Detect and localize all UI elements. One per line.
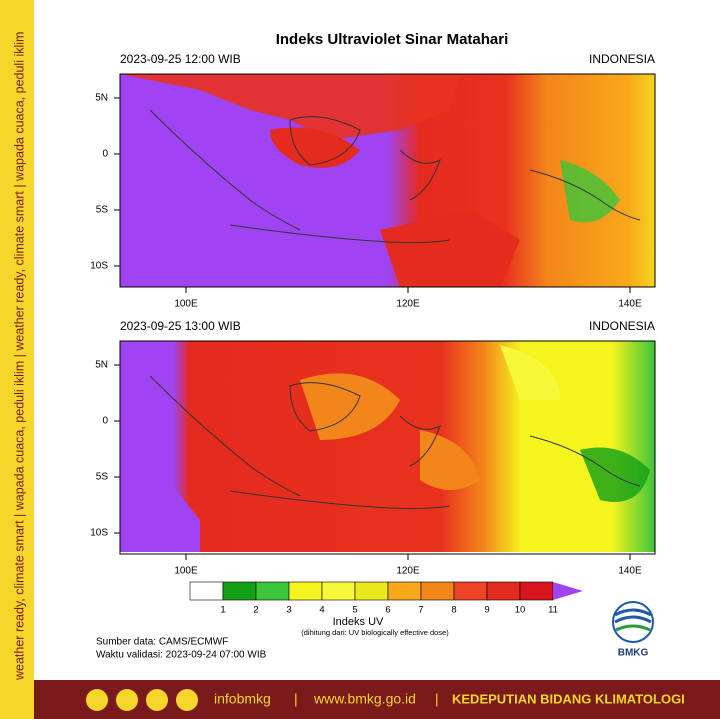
colorbar-tick-label: 6 — [385, 605, 390, 616]
colorbar-box — [189, 581, 224, 601]
colorbar-box — [255, 581, 290, 601]
colorbar-tick-label: 1 — [220, 605, 225, 616]
source: Sumber data: CAMS/ECMWF — [96, 637, 228, 648]
side-strip — [0, 0, 34, 719]
lat-label: 5N — [95, 360, 108, 371]
colorbar-box — [354, 581, 389, 601]
colorbar-tick-label: 8 — [451, 605, 456, 616]
colorbar-tick-label: 9 — [484, 605, 489, 616]
lat-label: 10S — [90, 528, 108, 539]
lat-label: 10S — [90, 261, 108, 272]
map-frame — [119, 340, 656, 555]
footer-website: www.bmkg.go.id — [313, 691, 416, 707]
colorbar-label: Indeks UV — [333, 616, 384, 628]
lat-label: 5N — [95, 93, 108, 104]
lon-label: 100E — [174, 299, 198, 310]
colorbar-tick-label: 11 — [548, 605, 558, 616]
colorbar-tick-label: 3 — [286, 605, 291, 616]
colorbar-box — [321, 581, 356, 601]
colorbar-tick-label: 2 — [253, 605, 258, 616]
map-image — [120, 341, 655, 552]
footer-separator: | — [294, 691, 298, 707]
colorbar-box — [453, 581, 488, 601]
lat-label: 5S — [96, 472, 109, 483]
colorbar-tick-label: 4 — [319, 605, 324, 616]
logo: BMKG — [612, 601, 654, 659]
colorbar-box — [387, 581, 422, 601]
map-image — [120, 74, 655, 287]
side-text: weather ready, climate smart | wapada cu… — [12, 32, 26, 681]
map-frame — [119, 73, 656, 288]
lon-label: 120E — [396, 299, 420, 310]
lat-label: 5S — [96, 205, 109, 216]
colorbar-tick-label: 5 — [352, 605, 357, 616]
colorbar-box — [519, 581, 554, 601]
lat-label: 0 — [102, 416, 108, 427]
lon-label: 140E — [618, 566, 642, 577]
panel-datetime: 2023-09-25 12:00 WIB — [120, 52, 241, 66]
colorbar-box — [486, 581, 521, 601]
social-icons — [86, 689, 198, 711]
colorbar-box — [288, 581, 323, 601]
colorbar-box — [420, 581, 455, 601]
colorbar-note: (dihitung dari: UV biologically effectiv… — [301, 628, 449, 637]
panel-datetime: 2023-09-25 13:00 WIB — [120, 319, 241, 333]
lon-label: 100E — [174, 566, 198, 577]
colorbar-box — [222, 581, 257, 601]
panel-region: INDONESIA — [589, 319, 655, 333]
validity: Waktu validasi: 2023-09-24 07:00 WIB — [96, 650, 267, 661]
footer-department: KEDEPUTIAN BIDANG KLIMATOLOGI — [452, 691, 685, 706]
lon-label: 140E — [618, 299, 642, 310]
lon-label: 120E — [396, 566, 420, 577]
logo-text: BMKG — [618, 648, 649, 659]
colorbar-tick-label: 7 — [418, 605, 423, 616]
colorbar-tick-label: 10 — [515, 605, 526, 616]
panel-region: INDONESIA — [589, 52, 655, 66]
title: Indeks Ultraviolet Sinar Matahari — [276, 31, 509, 48]
lat-label: 0 — [102, 149, 108, 160]
footer-handle: infobmkg — [214, 691, 271, 707]
footer-separator: | — [435, 691, 439, 707]
colorbar-arrow — [553, 582, 583, 600]
